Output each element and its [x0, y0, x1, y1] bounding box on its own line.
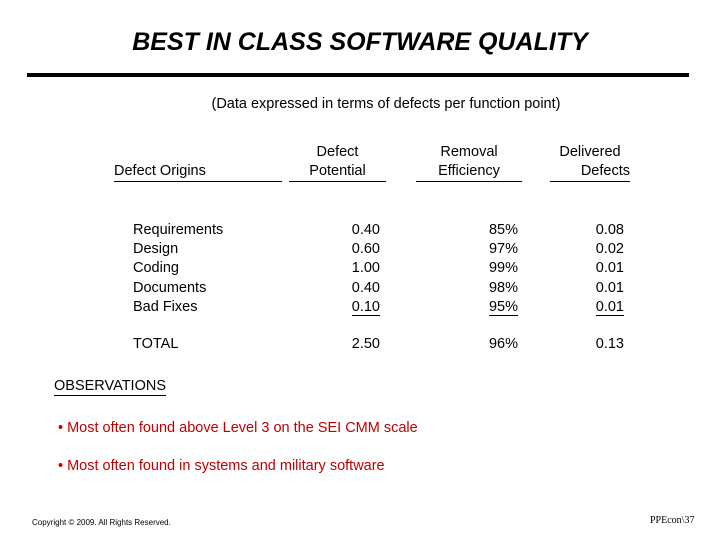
slide-reference: PPEcon\37	[650, 515, 695, 526]
row-removal: 85%	[488, 222, 518, 238]
title-divider	[27, 73, 689, 77]
total-delivered: 0.13	[595, 336, 624, 352]
defect-potential-column: 0.40 0.60 1.00 0.40 0.10	[330, 221, 380, 317]
row-delivered: 0.01	[595, 279, 624, 296]
row-delivered: 0.01	[595, 260, 624, 277]
header-removal-line1: Removal	[440, 144, 498, 160]
defect-origins-column: Requirements Design Coding Documents Bad…	[133, 221, 283, 317]
row-origin: Bad Fixes	[133, 298, 198, 315]
header-defect-origins: Defect Origins	[114, 162, 282, 182]
row-delivered: 0.08	[595, 222, 624, 238]
row-potential: 0.10	[351, 298, 380, 316]
row-removal: 97%	[488, 241, 518, 258]
header-delivered-line2: Defects	[550, 162, 630, 182]
observation-bullet: • Most often found in systems and milita…	[58, 458, 385, 474]
row-delivered: 0.02	[595, 241, 624, 258]
row-origin: Design	[133, 241, 179, 258]
row-removal: 95%	[488, 298, 518, 316]
total-removal: 96%	[488, 336, 518, 352]
subtitle: (Data expressed in terms of defects per …	[211, 96, 561, 112]
header-defect-potential: Defect Potential	[289, 143, 386, 182]
header-delivered-line1: Delivered	[559, 144, 621, 160]
row-removal: 98%	[488, 279, 518, 296]
row-origin: Coding	[133, 260, 179, 277]
row-potential: 0.40	[351, 222, 380, 238]
page-title: BEST IN CLASS SOFTWARE QUALITY	[132, 28, 588, 56]
observation-bullet: • Most often found above Level 3 on the …	[58, 420, 418, 436]
total-label: TOTAL	[133, 336, 179, 352]
row-delivered: 0.01	[595, 298, 624, 316]
header-removal-efficiency: Removal Efficiency	[416, 143, 522, 182]
total-potential: 2.50	[351, 336, 380, 352]
header-potential-line2: Potential	[289, 162, 386, 182]
observations-heading: OBSERVATIONS	[54, 378, 166, 396]
header-removal-line2: Efficiency	[416, 162, 522, 182]
copyright-notice: Copyright © 2009. All Rights Reserved.	[32, 518, 171, 527]
header-delivered-defects: Delivered Defects	[545, 143, 635, 182]
row-removal: 99%	[488, 260, 518, 277]
row-potential: 1.00	[351, 260, 380, 277]
row-origin: Documents	[133, 279, 207, 296]
row-origin: Requirements	[133, 222, 224, 238]
row-potential: 0.60	[351, 241, 380, 258]
delivered-defects-column: 0.08 0.02 0.01 0.01 0.01	[574, 221, 624, 317]
removal-efficiency-column: 85% 97% 99% 98% 95%	[458, 221, 518, 317]
header-potential-line1: Defect	[316, 144, 359, 160]
row-potential: 0.40	[351, 279, 380, 296]
